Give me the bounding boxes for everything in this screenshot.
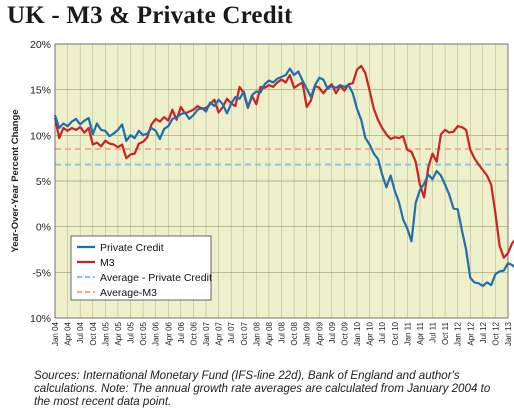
series-lines bbox=[53, 64, 514, 288]
x-tick-label: Jan 05 bbox=[101, 321, 110, 346]
y-tick-label: 0% bbox=[36, 222, 51, 234]
x-tick-label: Apr 05 bbox=[114, 321, 123, 345]
legend-label: M3 bbox=[100, 257, 115, 269]
x-tick-label: Jan 10 bbox=[353, 321, 362, 346]
x-tick-label: Jul 11 bbox=[429, 321, 438, 342]
x-tick-label: Jan 04 bbox=[51, 321, 60, 346]
x-tick-label: Apr 09 bbox=[315, 321, 324, 345]
x-axis-ticks: Jan 04 Apr 04 Jul 04 Oct 04 Jan 05 Apr 05 Jul … bbox=[51, 321, 513, 346]
x-tick-label: Apr 10 bbox=[366, 321, 375, 345]
y-tick-label: 10% bbox=[30, 313, 51, 325]
y-tick-label: 5% bbox=[36, 176, 51, 188]
chart-title: UK - M3 & Private Credit bbox=[7, 2, 293, 29]
x-tick-label: Oct 12 bbox=[491, 321, 500, 345]
x-tick-label: Oct 09 bbox=[340, 321, 349, 345]
x-tick-label: Oct 05 bbox=[139, 321, 148, 345]
average-lines bbox=[55, 148, 508, 166]
m3-line bbox=[53, 64, 514, 259]
x-tick-label: Oct 11 bbox=[441, 321, 450, 345]
x-tick-label: Jul 07 bbox=[227, 321, 236, 343]
sources-note: Sources: International Monetary Fund (IF… bbox=[34, 369, 491, 408]
x-tick-label: Apr 11 bbox=[416, 321, 425, 345]
y-tick-label: 10% bbox=[30, 130, 51, 142]
plot-border bbox=[54, 43, 509, 319]
legend: Private Credit M3 Average - Private Credit… bbox=[70, 235, 212, 301]
x-tick-label: Jul 04 bbox=[76, 321, 85, 343]
x-tick-label: Jul 12 bbox=[479, 321, 488, 343]
x-tick-label: Apr 04 bbox=[64, 321, 73, 345]
x-tick-label: Apr 12 bbox=[466, 321, 475, 345]
x-tick-label: Oct 04 bbox=[89, 321, 98, 345]
x-tick-label: Jul 09 bbox=[328, 321, 337, 343]
x-tick-label: Jul 10 bbox=[378, 321, 387, 343]
y-axis-ticks: 10% -5% 0% 5% 10% 15% 20% bbox=[30, 39, 51, 325]
x-tick-label: Jan 12 bbox=[454, 321, 463, 346]
y-tick-label: -5% bbox=[32, 267, 51, 279]
x-tick-label: Jul 06 bbox=[177, 321, 186, 343]
x-tick-label: Jul 05 bbox=[127, 321, 136, 343]
x-tick-label: Jan 07 bbox=[202, 321, 211, 346]
x-tick-label: Apr 06 bbox=[164, 321, 173, 345]
x-tick-label: Jul 08 bbox=[278, 321, 287, 343]
x-tick-label: Jan 11 bbox=[403, 321, 412, 345]
legend-label: Average-M3 bbox=[100, 287, 157, 299]
private-credit-line bbox=[53, 67, 514, 288]
y-tick-label: 20% bbox=[30, 39, 51, 51]
y-axis-label: Year-Over-Year Percent Change bbox=[10, 109, 21, 252]
x-tick-label: Apr 08 bbox=[265, 321, 274, 345]
x-tick-label: Jan 13 bbox=[504, 321, 513, 346]
x-tick-label: Oct 10 bbox=[391, 321, 400, 345]
legend-label: Average - Private Credit bbox=[100, 272, 212, 284]
x-tick-label: Apr 07 bbox=[215, 321, 224, 345]
x-tick-label: Jan 08 bbox=[252, 321, 261, 346]
x-tick-label: Oct 07 bbox=[240, 321, 249, 345]
x-tick-label: Jan 09 bbox=[303, 321, 312, 346]
y-tick-label: 15% bbox=[30, 85, 51, 97]
x-tick-label: Jan 06 bbox=[152, 321, 161, 346]
legend-label: Private Credit bbox=[100, 242, 164, 254]
x-tick-label: Oct 06 bbox=[189, 321, 198, 345]
x-tick-label: Oct 08 bbox=[290, 321, 299, 345]
